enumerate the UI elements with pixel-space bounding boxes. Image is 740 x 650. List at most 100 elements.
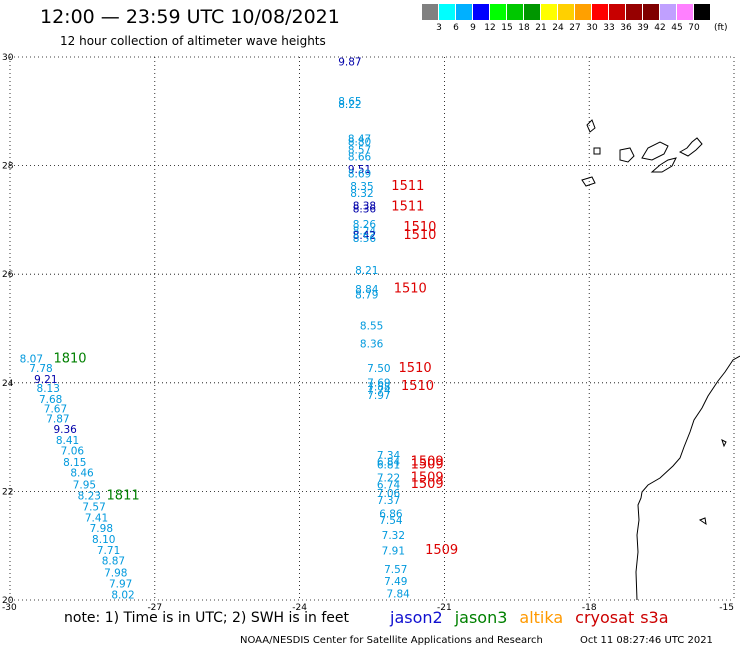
- legend-item-s3a: s3a: [640, 608, 669, 627]
- wave-height-value: 7.22: [377, 473, 400, 485]
- color-scale-label: 24: [552, 23, 564, 33]
- legend-item-altika: altika: [519, 608, 564, 627]
- color-scale-label: 70: [688, 23, 700, 33]
- satellite-legend: jason2 jason3 altika cryosat s3a: [390, 608, 681, 627]
- x-tick-label: -24: [292, 603, 307, 613]
- africa-coastline: [635, 355, 740, 601]
- wave-height-value: 7.69: [367, 378, 390, 390]
- wave-height-value: 7.97: [367, 390, 390, 402]
- color-scale-label: 18: [518, 23, 530, 33]
- color-swatch: [473, 4, 489, 20]
- wave-height-value: 8.15: [63, 457, 86, 469]
- wave-height-value: 7.37: [377, 495, 400, 507]
- wave-height-value: 7.98: [90, 523, 113, 535]
- pass-time-label: 1811: [107, 489, 140, 504]
- wave-height-value: 7.71: [97, 545, 120, 557]
- wave-height-value: 7.54: [379, 515, 403, 527]
- lat-lon-grid: [9, 56, 735, 601]
- color-scale-label: 39: [637, 23, 649, 33]
- y-tick-label: 26: [2, 270, 14, 280]
- x-tick-label: -18: [582, 603, 597, 613]
- wave-height-value: 8.13: [37, 383, 60, 395]
- legend-item-cryosat: cryosat: [575, 608, 635, 627]
- color-swatch: [694, 4, 710, 20]
- wave-height-value: 6.81: [377, 460, 400, 472]
- wave-height-value: 8.55: [360, 321, 383, 333]
- wave-height-value: 9.21: [34, 374, 57, 386]
- y-tick-label: 28: [2, 162, 14, 172]
- wave-height-value: 7.06: [377, 488, 401, 500]
- wave-height-value: 8.57: [348, 145, 371, 157]
- wave-height-value: 8.56: [353, 233, 377, 245]
- wave-height-value: 8.21: [355, 265, 378, 277]
- wave-height-value: 6.86: [379, 508, 403, 520]
- footer-credit: NOAA/NESDIS Center for Satellite Applica…: [240, 635, 543, 646]
- color-swatch: [643, 4, 659, 20]
- wave-height-value: 7.91: [382, 545, 405, 557]
- wave-height-value: 7.67: [44, 404, 67, 416]
- color-scale-label: 36: [620, 23, 632, 33]
- wave-height-value: 8.32: [350, 188, 373, 200]
- wave-height-value: 7.98: [104, 568, 127, 580]
- wave-height-value: 7.49: [384, 576, 407, 588]
- y-tick-label: 30: [2, 53, 14, 63]
- wave-height-value: 8.84: [355, 284, 379, 296]
- island-fuerteventura: [650, 157, 677, 173]
- color-scale-label: 6: [453, 23, 459, 33]
- wave-height-value: 9.87: [338, 57, 361, 69]
- wave-height-value: 8.41: [56, 435, 79, 447]
- wave-height-value: 8.47: [348, 133, 371, 145]
- wave-height-value: 7.32: [382, 530, 405, 542]
- color-swatch: [507, 4, 523, 20]
- color-swatch: [490, 4, 506, 20]
- island-tenerife: [641, 141, 669, 161]
- wave-height-value: 7.57: [82, 501, 105, 513]
- wave-height-value: 7.41: [85, 512, 108, 524]
- wave-height-value: 8.66: [348, 152, 372, 164]
- color-swatch: [575, 4, 591, 20]
- pass-time-label: 1509: [411, 454, 444, 469]
- islet-east: [698, 517, 707, 526]
- y-tick-label: 20: [2, 596, 14, 606]
- color-scale-label: 12: [484, 23, 496, 33]
- x-tick-label: -21: [437, 603, 452, 613]
- wave-height-value: 7.97: [109, 579, 132, 591]
- wave-height-value: 7.06: [61, 445, 85, 457]
- pass-time-label: 1810: [53, 352, 86, 367]
- wave-height-value: 7.50: [367, 363, 390, 375]
- pass-time-label: 1509: [425, 543, 458, 558]
- pass-time-label: 1510: [394, 282, 427, 297]
- color-swatch: [592, 4, 608, 20]
- color-swatch: [439, 4, 455, 20]
- wave-height-value: 8.26: [353, 219, 377, 231]
- y-tick-label: 22: [2, 487, 13, 497]
- wave-height-value: 7.74: [367, 385, 391, 397]
- x-tick-label: -27: [147, 603, 162, 613]
- legend-item-jason3: jason3: [454, 608, 508, 627]
- color-swatch: [609, 4, 625, 20]
- wave-height-value: 6.84: [377, 456, 401, 468]
- y-tick-label: 24: [2, 379, 14, 389]
- pass-time-label: 1510: [401, 379, 434, 394]
- wave-height-value: 7.84: [386, 588, 410, 600]
- page-subtitle: 12 hour collection of altimeter wave hei…: [60, 34, 326, 48]
- pass-time-label: 1509: [411, 458, 444, 473]
- color-scale-label: 33: [603, 23, 615, 33]
- color-swatch: [660, 4, 676, 20]
- island-la-palma: [586, 119, 596, 133]
- wave-height-value: 7.88: [367, 381, 390, 393]
- color-scale-label: 3: [436, 23, 442, 33]
- legend-item-jason2: jason2: [390, 608, 443, 627]
- wave-height-value: 8.46: [70, 468, 94, 480]
- color-scale-label: 27: [569, 23, 581, 33]
- island-hierro: [581, 176, 596, 187]
- wave-height-value: 7.78: [29, 363, 52, 375]
- pass-time-label: 1510: [403, 220, 436, 235]
- wave-height-value: 7.95: [73, 480, 96, 492]
- wave-height-value: 7.57: [384, 564, 407, 576]
- footer-timestamp: Oct 11 08:27:46 UTC 2021: [580, 635, 713, 646]
- wave-height-value: 8.36: [360, 339, 384, 351]
- pass-time-label: 1511: [391, 179, 424, 194]
- island-gomera: [593, 147, 601, 155]
